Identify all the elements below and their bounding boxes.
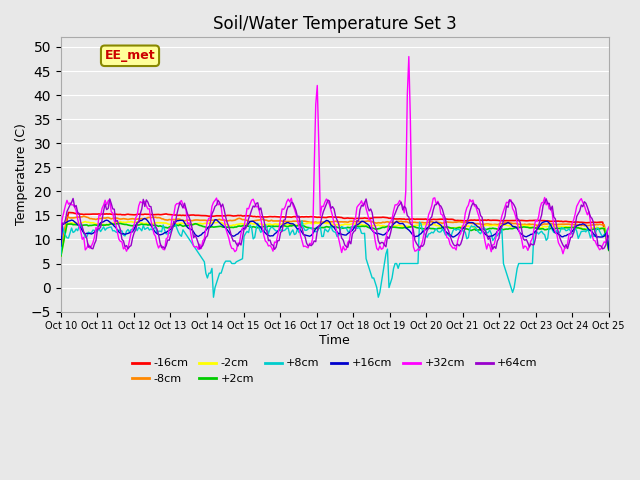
Legend: -16cm, -8cm, -2cm, +2cm, +8cm, +16cm, +32cm, +64cm: -16cm, -8cm, -2cm, +2cm, +8cm, +16cm, +3… [127,354,542,388]
X-axis label: Time: Time [319,334,350,347]
Y-axis label: Temperature (C): Temperature (C) [15,123,28,226]
Title: Soil/Water Temperature Set 3: Soil/Water Temperature Set 3 [213,15,457,33]
Text: EE_met: EE_met [105,49,156,62]
